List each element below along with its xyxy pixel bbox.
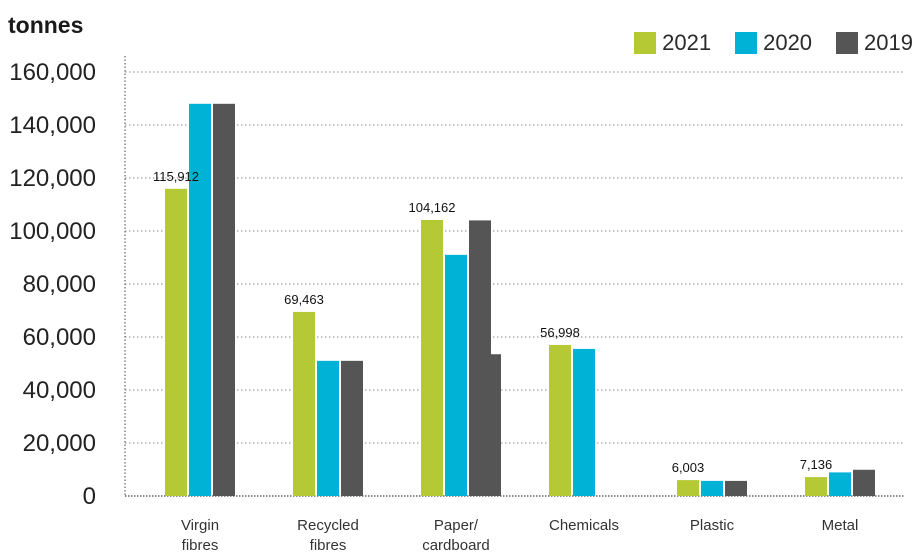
data-label-4: 6,003 (672, 460, 705, 475)
bar-2020-2 (445, 254, 467, 496)
bar-2021-3 (549, 344, 571, 496)
legend-swatch-2021 (634, 32, 657, 54)
category-label-0: Virgin (181, 517, 219, 534)
bar-2020-0 (189, 103, 211, 497)
bar-2021-4 (677, 480, 699, 496)
data-label-3: 56,998 (540, 325, 580, 340)
category-label-5: Metal (822, 517, 859, 534)
bar-2020-5 (829, 472, 851, 496)
bar-2019-4 (725, 480, 747, 496)
y-tick-label-3: 60,000 (23, 324, 96, 351)
y-tick-label-1: 20,000 (23, 430, 96, 457)
data-label-5: 7,136 (800, 457, 833, 472)
data-label-0: 115,912 (153, 169, 199, 184)
legend-label-2021: 2021 (662, 30, 712, 55)
bar-2019-0 (213, 103, 235, 497)
y-tick-label-4: 80,000 (23, 271, 96, 298)
legend-item-2021: 2021 (634, 30, 711, 56)
y-tick-label-0: 0 (83, 483, 96, 510)
bar-2020-1 (317, 360, 339, 496)
legend-label-2019: 2019 (864, 30, 913, 55)
category-label-2: Paper/ (434, 517, 479, 534)
bar-2019-1 (341, 360, 363, 496)
legend-item-2019: 2019 (836, 30, 913, 56)
legend: 2021 2020 2019 (610, 30, 913, 56)
y-tick-label-8: 160,000 (9, 59, 96, 86)
legend-label-2020: 2020 (763, 30, 813, 55)
bar-2020-4 (701, 480, 723, 496)
category-label-1: Recycled (297, 517, 359, 534)
data-label-1: 69,463 (284, 292, 324, 307)
bar-2021-5 (805, 477, 827, 496)
category-label-0-line2: fibres (182, 537, 219, 552)
legend-item-2020: 2020 (735, 30, 812, 56)
bar-2020-3 (573, 348, 595, 496)
legend-swatch-2019 (836, 32, 859, 54)
legend-swatch-2020 (735, 32, 758, 54)
category-label-3: Chemicals (549, 517, 619, 534)
y-tick-label-2: 40,000 (23, 377, 96, 404)
bar-2021-0 (165, 188, 187, 497)
y-tick-label-7: 140,000 (9, 112, 96, 139)
bar-extra (490, 354, 501, 496)
y-unit-label: tonnes (8, 12, 84, 38)
bar-2021-2 (421, 219, 443, 496)
category-label-2-line2: cardboard (422, 537, 490, 552)
data-label-2: 104,162 (409, 200, 456, 215)
y-tick-label-5: 100,000 (9, 218, 96, 245)
y-tick-label-6: 120,000 (9, 165, 96, 192)
category-label-4: Plastic (690, 517, 735, 534)
bar-2021-1 (293, 311, 315, 496)
bar-2019-5 (853, 469, 875, 496)
bar-2019-2 (469, 220, 491, 496)
category-label-1-line2: fibres (310, 537, 347, 552)
